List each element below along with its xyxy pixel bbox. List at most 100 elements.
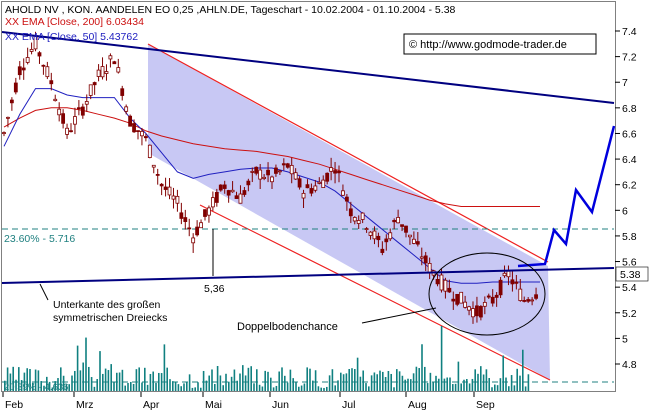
- candle-body: [136, 130, 140, 132]
- volume-bar: [132, 383, 135, 391]
- volume-bar: [373, 372, 376, 391]
- candle-body: [250, 171, 255, 173]
- volume-bar: [219, 375, 222, 391]
- volume-bar: [71, 375, 73, 391]
- volume-bar: [138, 367, 140, 391]
- candle-body: [281, 163, 286, 166]
- volume-bar: [40, 381, 42, 391]
- volume-bar: [390, 373, 392, 391]
- volume-bar: [124, 385, 126, 391]
- volume-bar: [116, 372, 118, 391]
- candle-body: [356, 220, 361, 224]
- volume-bar: [62, 375, 65, 391]
- candle-body: [313, 185, 318, 191]
- volume-bar: [485, 369, 488, 391]
- volume-bar: [457, 361, 460, 391]
- volume-bar: [356, 357, 359, 391]
- x-tick-label: Jul: [342, 399, 355, 411]
- volume-bar: [99, 351, 101, 391]
- x-tick-label: Aug: [408, 399, 427, 411]
- candle-body: [333, 170, 337, 174]
- candle-body: [337, 170, 341, 174]
- volume-bar: [149, 373, 152, 391]
- ema200-line: [3, 107, 540, 207]
- candle-body: [455, 293, 460, 305]
- volume-bar: [429, 372, 432, 391]
- candle-body: [214, 192, 219, 203]
- candle-body: [246, 180, 251, 186]
- candle-body: [21, 67, 26, 71]
- candle-body: [88, 84, 93, 96]
- volume-bar: [370, 375, 373, 391]
- candle-body: [218, 184, 223, 191]
- candle-body: [376, 235, 381, 241]
- volume-bar: [474, 369, 476, 391]
- volume-bar: [172, 381, 174, 391]
- volume-bar: [494, 384, 496, 391]
- volume-bar: [331, 369, 334, 391]
- volume-bar: [368, 386, 370, 391]
- candle-body: [518, 288, 523, 301]
- volume-bar: [202, 370, 205, 391]
- volume-bar: [426, 383, 429, 391]
- candle-body: [242, 190, 247, 195]
- candle-body: [69, 130, 73, 133]
- candle-body: [498, 279, 503, 296]
- volume-bar: [298, 386, 300, 391]
- y-tick-label: 5: [622, 333, 628, 345]
- volume-bar: [286, 382, 289, 391]
- volume-bar: [113, 382, 115, 391]
- volume-bar: [256, 369, 258, 391]
- triangle-lower-trendline: [1, 267, 615, 284]
- candle-body: [293, 172, 298, 180]
- volume-bar: [460, 383, 462, 391]
- volume-bar: [4, 380, 6, 391]
- candle-body: [408, 234, 412, 238]
- candle-body: [17, 66, 22, 76]
- candle-body: [191, 237, 196, 244]
- candle-body: [108, 55, 113, 60]
- volume-bar: [480, 366, 482, 391]
- volume-bar: [527, 374, 530, 391]
- volume-bar: [107, 370, 110, 391]
- candle-body: [277, 170, 282, 173]
- volume-bar: [471, 378, 474, 391]
- y-tick-label: 6.8: [622, 103, 637, 115]
- vol-label: 20.39% - 4.636: [4, 382, 68, 393]
- candle-body: [309, 188, 314, 194]
- volume-bar: [452, 384, 454, 391]
- volume-bar: [387, 370, 390, 391]
- volume-bar: [20, 380, 23, 391]
- volume-bar: [43, 385, 45, 391]
- volume-bar: [438, 378, 440, 391]
- volume-bar: [421, 344, 423, 391]
- volume-bar: [275, 385, 278, 391]
- volume-bar: [326, 386, 328, 391]
- candle-body: [104, 71, 109, 74]
- candle-body: [329, 167, 334, 172]
- volume-bar: [96, 379, 98, 391]
- candle-body: [344, 196, 349, 202]
- candle-body: [222, 184, 227, 189]
- candle-body: [226, 190, 231, 196]
- x-tick-label: Mrz: [76, 399, 94, 411]
- volume-bar: [208, 375, 210, 391]
- volume-bar: [152, 371, 154, 391]
- volume-bar: [340, 372, 342, 391]
- volume-bar: [289, 369, 292, 391]
- volume-bar: [222, 385, 224, 391]
- volume-bar: [354, 369, 356, 391]
- volume-bar: [272, 387, 275, 391]
- volume-bar: [34, 369, 37, 391]
- volume-bar: [516, 368, 518, 391]
- volume-bar: [18, 367, 20, 391]
- candle-body: [459, 291, 464, 304]
- volume-bar: [412, 373, 415, 391]
- candle-body: [388, 232, 393, 240]
- candle-body: [262, 176, 267, 179]
- volume-bar: [225, 373, 227, 391]
- volume-bar: [264, 370, 266, 391]
- volume-bar: [118, 372, 121, 391]
- candle-body: [143, 136, 148, 139]
- volume-bar: [51, 387, 54, 391]
